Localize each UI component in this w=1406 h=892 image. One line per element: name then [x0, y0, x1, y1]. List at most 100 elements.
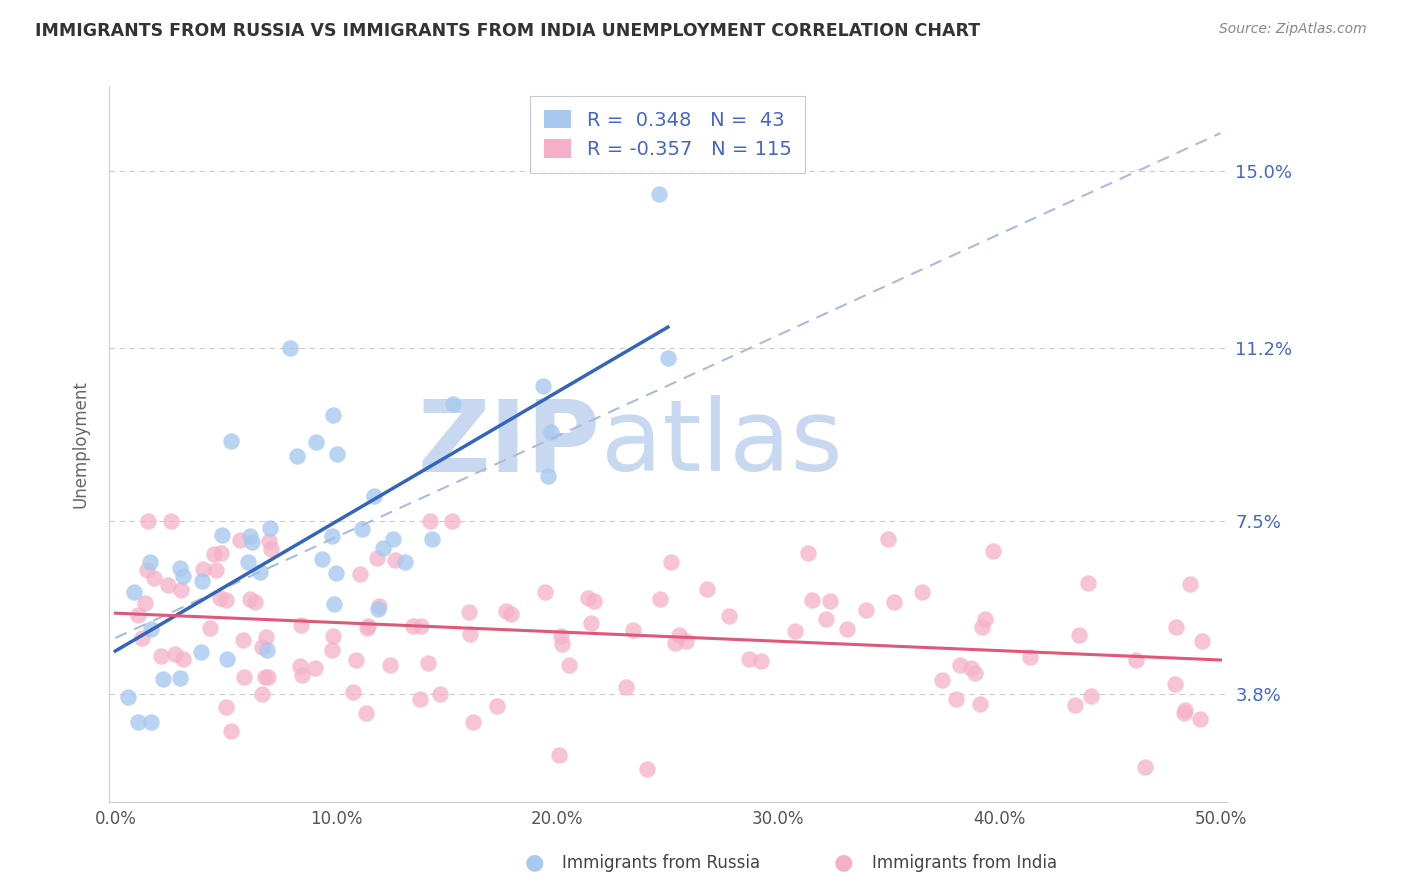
Point: [239, 592, 262, 607]
Point: [835, 622, 858, 636]
Point: [368, 599, 391, 613]
Point: [738, 652, 761, 666]
Point: [127, 715, 149, 730]
Point: [352, 522, 374, 536]
Point: [349, 566, 371, 581]
Point: [131, 631, 153, 645]
Point: [363, 489, 385, 503]
Point: [356, 621, 378, 635]
Point: [322, 629, 344, 643]
Point: [322, 597, 344, 611]
Point: [211, 528, 233, 542]
Point: [963, 665, 986, 680]
Point: [354, 706, 377, 721]
Point: [972, 619, 994, 633]
Point: [239, 529, 262, 543]
Point: [576, 591, 599, 605]
Point: [169, 583, 191, 598]
Point: [1180, 577, 1202, 591]
Point: [582, 593, 605, 607]
Point: [143, 571, 166, 585]
Point: [202, 547, 225, 561]
Point: [124, 585, 146, 599]
Text: ZIP: ZIP: [418, 395, 600, 492]
Point: [250, 687, 273, 701]
Point: [537, 469, 560, 483]
Point: [820, 594, 842, 608]
Point: [531, 379, 554, 393]
Point: [172, 569, 194, 583]
Point: [749, 654, 772, 668]
Point: [256, 643, 278, 657]
Point: [172, 652, 194, 666]
Point: [696, 582, 718, 597]
Point: [305, 434, 328, 449]
Point: [135, 563, 157, 577]
Point: [422, 532, 444, 546]
Point: [883, 595, 905, 609]
Point: [366, 550, 388, 565]
Point: [1163, 677, 1185, 691]
Point: [911, 584, 934, 599]
Point: [800, 593, 823, 607]
Point: [134, 596, 156, 610]
Point: [257, 670, 280, 684]
Point: [160, 514, 183, 528]
Point: [416, 656, 439, 670]
Point: [117, 690, 139, 704]
Point: [1125, 653, 1147, 667]
Point: [668, 628, 690, 642]
Point: [949, 657, 972, 672]
Point: [657, 351, 679, 365]
Point: [1067, 628, 1090, 642]
Point: [533, 584, 555, 599]
Y-axis label: Unemployment: Unemployment: [72, 380, 89, 508]
Point: [219, 434, 242, 449]
Point: [236, 555, 259, 569]
Point: [325, 566, 347, 581]
Point: [402, 618, 425, 632]
Point: [232, 632, 254, 647]
Point: [441, 397, 464, 411]
Point: [169, 560, 191, 574]
Point: [357, 619, 380, 633]
Point: [278, 341, 301, 355]
Point: [285, 449, 308, 463]
Point: [558, 658, 581, 673]
Point: [647, 186, 669, 201]
Point: [200, 621, 222, 635]
Point: [614, 680, 637, 694]
Point: [1166, 620, 1188, 634]
Point: [384, 553, 406, 567]
Point: [304, 661, 326, 675]
Point: [394, 555, 416, 569]
Point: [499, 607, 522, 621]
Point: [219, 724, 242, 739]
Point: [419, 514, 441, 528]
Point: [243, 595, 266, 609]
Point: [973, 612, 995, 626]
Point: [550, 638, 572, 652]
Point: [259, 520, 281, 534]
Point: [969, 698, 991, 712]
Legend: R =  0.348   N =  43, R = -0.357   N = 115: R = 0.348 N = 43, R = -0.357 N = 115: [530, 96, 806, 173]
Point: [253, 670, 276, 684]
Point: [960, 661, 983, 675]
Point: [169, 672, 191, 686]
Point: [193, 562, 215, 576]
Point: [441, 514, 464, 528]
Point: [311, 552, 333, 566]
Point: [855, 603, 877, 617]
Point: [139, 622, 162, 636]
Point: [429, 687, 451, 701]
Point: [1133, 760, 1156, 774]
Point: [382, 532, 405, 546]
Text: Source: ZipAtlas.com: Source: ZipAtlas.com: [1219, 22, 1367, 37]
Point: [783, 624, 806, 638]
Point: [621, 624, 644, 638]
Point: [321, 643, 343, 657]
Point: [636, 762, 658, 776]
Point: [254, 630, 277, 644]
Point: [215, 592, 238, 607]
Point: [409, 692, 432, 706]
